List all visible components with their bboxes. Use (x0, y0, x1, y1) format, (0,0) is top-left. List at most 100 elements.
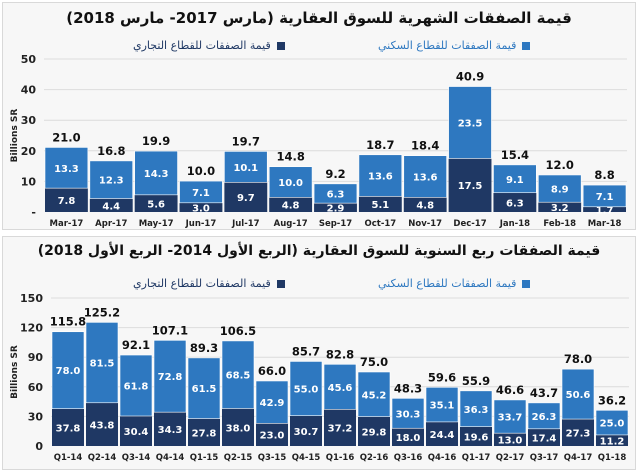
data-label-residential: 10.0 (278, 178, 303, 189)
data-label-total: 43.7 (530, 386, 558, 400)
bar-commercial (45, 188, 88, 212)
y-tick-label: 120 (20, 322, 43, 335)
bar-commercial (324, 409, 356, 446)
bar-residential (527, 402, 561, 430)
x-tick-label: Q4-16 (428, 453, 457, 463)
bar-residential (358, 154, 403, 197)
data-label-residential: 26.3 (532, 412, 557, 423)
legend-residential: قيمة الصفقات للقطاع السكني (378, 277, 531, 290)
data-label-total: 19.9 (142, 134, 170, 148)
data-label-residential: 7.1 (192, 188, 210, 199)
y-axis-label: Billions SR (10, 109, 20, 163)
data-label-commercial: 34.3 (158, 425, 183, 436)
bar-residential (403, 155, 447, 198)
x-tick-label: Mar-18 (588, 219, 622, 229)
legend-residential: قيمة الصفقات للقطاع السكني (378, 39, 531, 52)
bar-commercial (134, 194, 178, 212)
bar-residential (224, 151, 268, 183)
data-label-total: 14.8 (276, 150, 304, 164)
data-label-residential: 55.0 (294, 385, 319, 396)
bar-commercial (392, 428, 424, 446)
bar-residential (119, 354, 153, 417)
data-label-residential: 25.0 (600, 419, 625, 430)
bar-commercial (528, 428, 560, 446)
bar-residential (134, 150, 178, 196)
data-label-total: 55.9 (462, 374, 490, 388)
data-label-residential: 8.9 (551, 185, 569, 196)
data-label-residential: 13.6 (413, 173, 438, 184)
data-label-commercial: 3.0 (192, 203, 210, 214)
data-label-total: 92.1 (122, 338, 150, 352)
legend-swatch-residential (522, 41, 531, 50)
bar-commercial (224, 182, 268, 212)
bar-commercial (269, 197, 313, 212)
data-label-total: 40.9 (456, 70, 484, 84)
data-label-commercial: 37.2 (328, 424, 353, 435)
bar-commercial (188, 418, 220, 446)
data-label-residential: 35.1 (430, 401, 455, 412)
bar-residential (255, 380, 289, 424)
data-label-commercial: 11.2 (600, 436, 625, 447)
data-label-residential: 7.1 (596, 192, 614, 203)
x-tick-label: Q4-14 (156, 453, 185, 463)
x-tick-label: Q1-15 (190, 453, 219, 463)
legend-label: قيمة الصفقات للقطاع التجاري (133, 277, 271, 290)
data-label-residential: 13.6 (368, 172, 393, 183)
x-tick-label: Sep-17 (319, 219, 352, 229)
data-label-commercial: 29.8 (362, 427, 387, 438)
bar-residential (595, 409, 629, 436)
bar-residential (448, 86, 492, 159)
data-label-commercial: 1.7 (596, 205, 614, 216)
bar-residential (187, 357, 221, 419)
y-tick-label: - (31, 206, 36, 219)
bar-commercial (314, 203, 357, 212)
monthly-chart-panel: قيمة الصفقات الشهرية للسوق العقارية (مار… (2, 2, 636, 230)
bar-residential (313, 183, 358, 204)
bar-residential (51, 331, 85, 410)
x-tick-label: Q1-17 (462, 453, 491, 463)
data-label-commercial: 5.6 (147, 199, 165, 210)
data-label-residential: 14.3 (144, 169, 169, 180)
bar-residential (89, 160, 133, 199)
data-label-commercial: 9.7 (237, 193, 255, 204)
data-label-commercial: 4.8 (282, 201, 300, 212)
x-tick-label: Q1-14 (54, 453, 83, 463)
y-tick-label: 10 (21, 175, 37, 188)
data-label-commercial: 24.4 (430, 430, 455, 441)
data-label-commercial: 19.6 (464, 432, 489, 443)
data-label-total: 18.7 (366, 138, 394, 152)
x-tick-label: Q3-17 (530, 453, 559, 463)
data-label-total: 21.0 (52, 130, 80, 144)
legend-label: قيمة الصفقات للقطاع السكني (378, 39, 517, 52)
data-label-commercial: 38.0 (226, 423, 251, 434)
x-tick-label: Q2-16 (360, 453, 389, 463)
bar-commercial (89, 198, 133, 212)
data-label-residential: 6.3 (327, 189, 345, 200)
data-label-commercial: 43.8 (90, 420, 115, 431)
x-tick-label: May-17 (139, 219, 174, 229)
data-label-residential: 61.8 (124, 382, 149, 393)
bar-commercial (426, 421, 458, 446)
x-tick-label: Q2-14 (88, 453, 117, 463)
bar-commercial (583, 206, 626, 212)
bar-commercial (256, 423, 288, 446)
bar-residential (153, 340, 187, 413)
bar-residential (582, 184, 627, 208)
data-label-residential: 12.3 (99, 176, 124, 187)
bar-commercial (222, 408, 254, 446)
x-tick-label: Q4-17 (564, 453, 593, 463)
data-label-commercial: 27.3 (566, 429, 591, 440)
data-label-residential: 45.2 (362, 390, 387, 401)
x-tick-label: Q3-14 (122, 453, 151, 463)
data-label-total: 48.3 (394, 381, 422, 395)
data-label-total: 10.0 (187, 164, 215, 178)
bar-residential (85, 322, 119, 404)
data-label-total: 115.8 (50, 315, 86, 329)
data-label-total: 15.4 (501, 148, 529, 162)
x-tick-label: Jul-17 (231, 219, 260, 229)
data-label-total: 125.2 (84, 305, 120, 319)
data-label-residential: 13.3 (54, 164, 79, 175)
data-label-residential: 9.1 (506, 175, 524, 186)
legend-commercial: قيمة الصفقات للقطاع التجاري (133, 39, 285, 52)
y-tick-label: 30 (21, 114, 37, 127)
